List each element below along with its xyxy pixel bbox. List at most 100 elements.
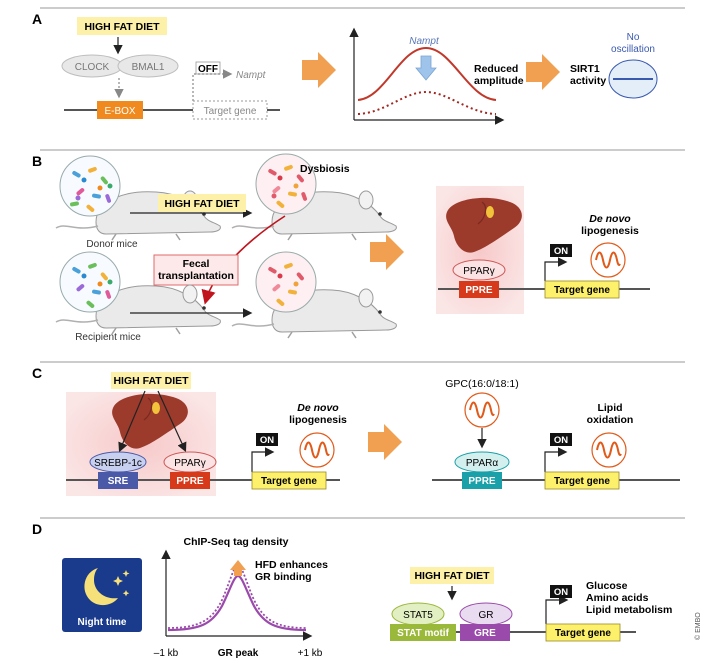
sirt1-label-1: SIRT1 [570,63,600,75]
orange-arrow [302,52,336,88]
stat-motif-box [390,624,456,641]
ppre-box-b [459,281,499,298]
hfd-label-d: HIGH FAT DIET [414,570,490,582]
gpc-oscillation-icon [464,392,500,428]
target-gene-label-d: Target gene [555,628,611,639]
srebp-label: SREBP-1c [94,458,142,469]
target-gene-label-c: Target gene [261,476,317,487]
target-gene-label-b: Target gene [554,285,610,296]
curve-nampt-label: Nampt [409,36,440,47]
bmal1-label: BMAL1 [132,62,165,73]
on-box-c [256,433,278,446]
on-box-c2 [550,433,572,446]
denovo-label-c-1: De novo [297,402,339,414]
recipient-bacteria [72,262,113,308]
fecal-label-2: transplantation [158,270,234,282]
star-icon [122,590,130,597]
stat-motif-label: STAT motif [397,628,450,639]
panel-d: D Night time ChIP-Seq tag density HFD en… [32,521,672,659]
orange-arrow [368,424,402,460]
on-label-c: ON [260,435,274,446]
no-osc-1: No [627,32,640,43]
pparg-label-b: PPARγ [463,266,495,277]
hfd-label-a: HIGH FAT DIET [84,21,160,33]
ppre-label-b: PPRE [465,285,493,296]
ppre-box-c2 [462,472,502,489]
arrow [251,447,275,472]
target-gene-off-label: Target gene [204,106,257,117]
control-density-curve [167,574,307,632]
dysbiosis-bacteria [268,164,308,208]
panel-letter-b: B [32,153,42,169]
denovo-label-c-2: lipogenesis [289,414,347,426]
target-gene-b [544,280,620,299]
output-amino-acids: Amino acids [586,592,649,604]
output-lipid: Lipid metabolism [586,604,672,616]
oscillation-icon-c2 [591,432,627,468]
arrow [544,257,568,281]
dysbiosis-label: Dysbiosis [300,163,350,175]
x-label-right: +1 kb [298,648,323,659]
recipient-microbiome [59,251,121,313]
on-label-b: ON [554,246,568,257]
sirt1-label-2: activity [570,75,606,87]
recipient-dysbiosis-bacteria [268,262,304,306]
hfd-label-c: HIGH FAT DIET [113,375,189,387]
gre-label: GRE [474,628,496,639]
panel-a: A HIGH FAT DIET CLOCK BMAL1 E-BOX OFF Na… [32,11,658,125]
arrow [545,595,569,624]
donor-label: Donor mice [86,239,138,250]
ppre-box-c [170,472,210,489]
dysbiosis-mouse [231,190,398,241]
ppre-label-c: PPRE [176,476,204,487]
sre-label: SRE [108,476,129,487]
output-glucose: Glucose [586,580,628,592]
night-label: Night time [78,617,127,628]
arrow [157,390,187,453]
reduced-label-2: amplitude [474,75,524,87]
ppara-label: PPARα [466,458,498,469]
ebox-box [97,101,143,119]
fecal-label-1: Fecal [183,258,210,270]
hfd-box-b [158,194,246,212]
arrow [118,390,146,453]
pparg-label-c: PPARγ [174,458,206,469]
down-arrow [415,55,437,81]
target-gene-c2 [544,471,620,490]
recipient-label: Recipient mice [75,332,141,343]
donor-bacteria [70,166,113,212]
arrow [544,447,568,472]
orange-arrow [526,54,560,90]
up-arrow [230,560,246,576]
recipient-dysbiosis-microbiome [255,251,317,313]
on-label-c2: ON [554,435,568,446]
lipid-label-2: oxidation [587,414,634,426]
ebox-label: E-BOX [104,106,135,117]
lipid-label-1: Lipid [597,402,622,414]
x-label-mid: GR peak [218,648,259,659]
panel-letter-d: D [32,521,42,537]
gpc-label: GPC(16:0/18:1) [445,378,519,390]
copyright-label: © EMBO [694,612,702,640]
pparg-protein-b [452,259,506,281]
hfd-enhances-2: GR binding [255,571,312,583]
moon-icon [84,568,118,606]
x-label-left: –1 kb [154,648,179,659]
on-box-d [550,585,572,598]
target-gene-label-c2: Target gene [554,476,610,487]
orange-arrow [370,234,404,270]
target-gene-c [251,471,327,490]
reduced-label-1: Reduced [474,63,518,75]
star-icon [122,570,130,577]
dysbiosis-microbiome [255,153,317,215]
normal-curve [357,46,497,101]
denovo-label-b-2: lipogenesis [581,225,639,237]
panel-letter-c: C [32,365,42,381]
hfd-box-c [111,372,191,389]
clock-label: CLOCK [75,62,110,73]
star-icon [113,576,123,586]
recipient-mouse-after [231,288,398,339]
gr-label: GR [479,610,494,621]
ppre-label-c2: PPRE [468,476,496,487]
